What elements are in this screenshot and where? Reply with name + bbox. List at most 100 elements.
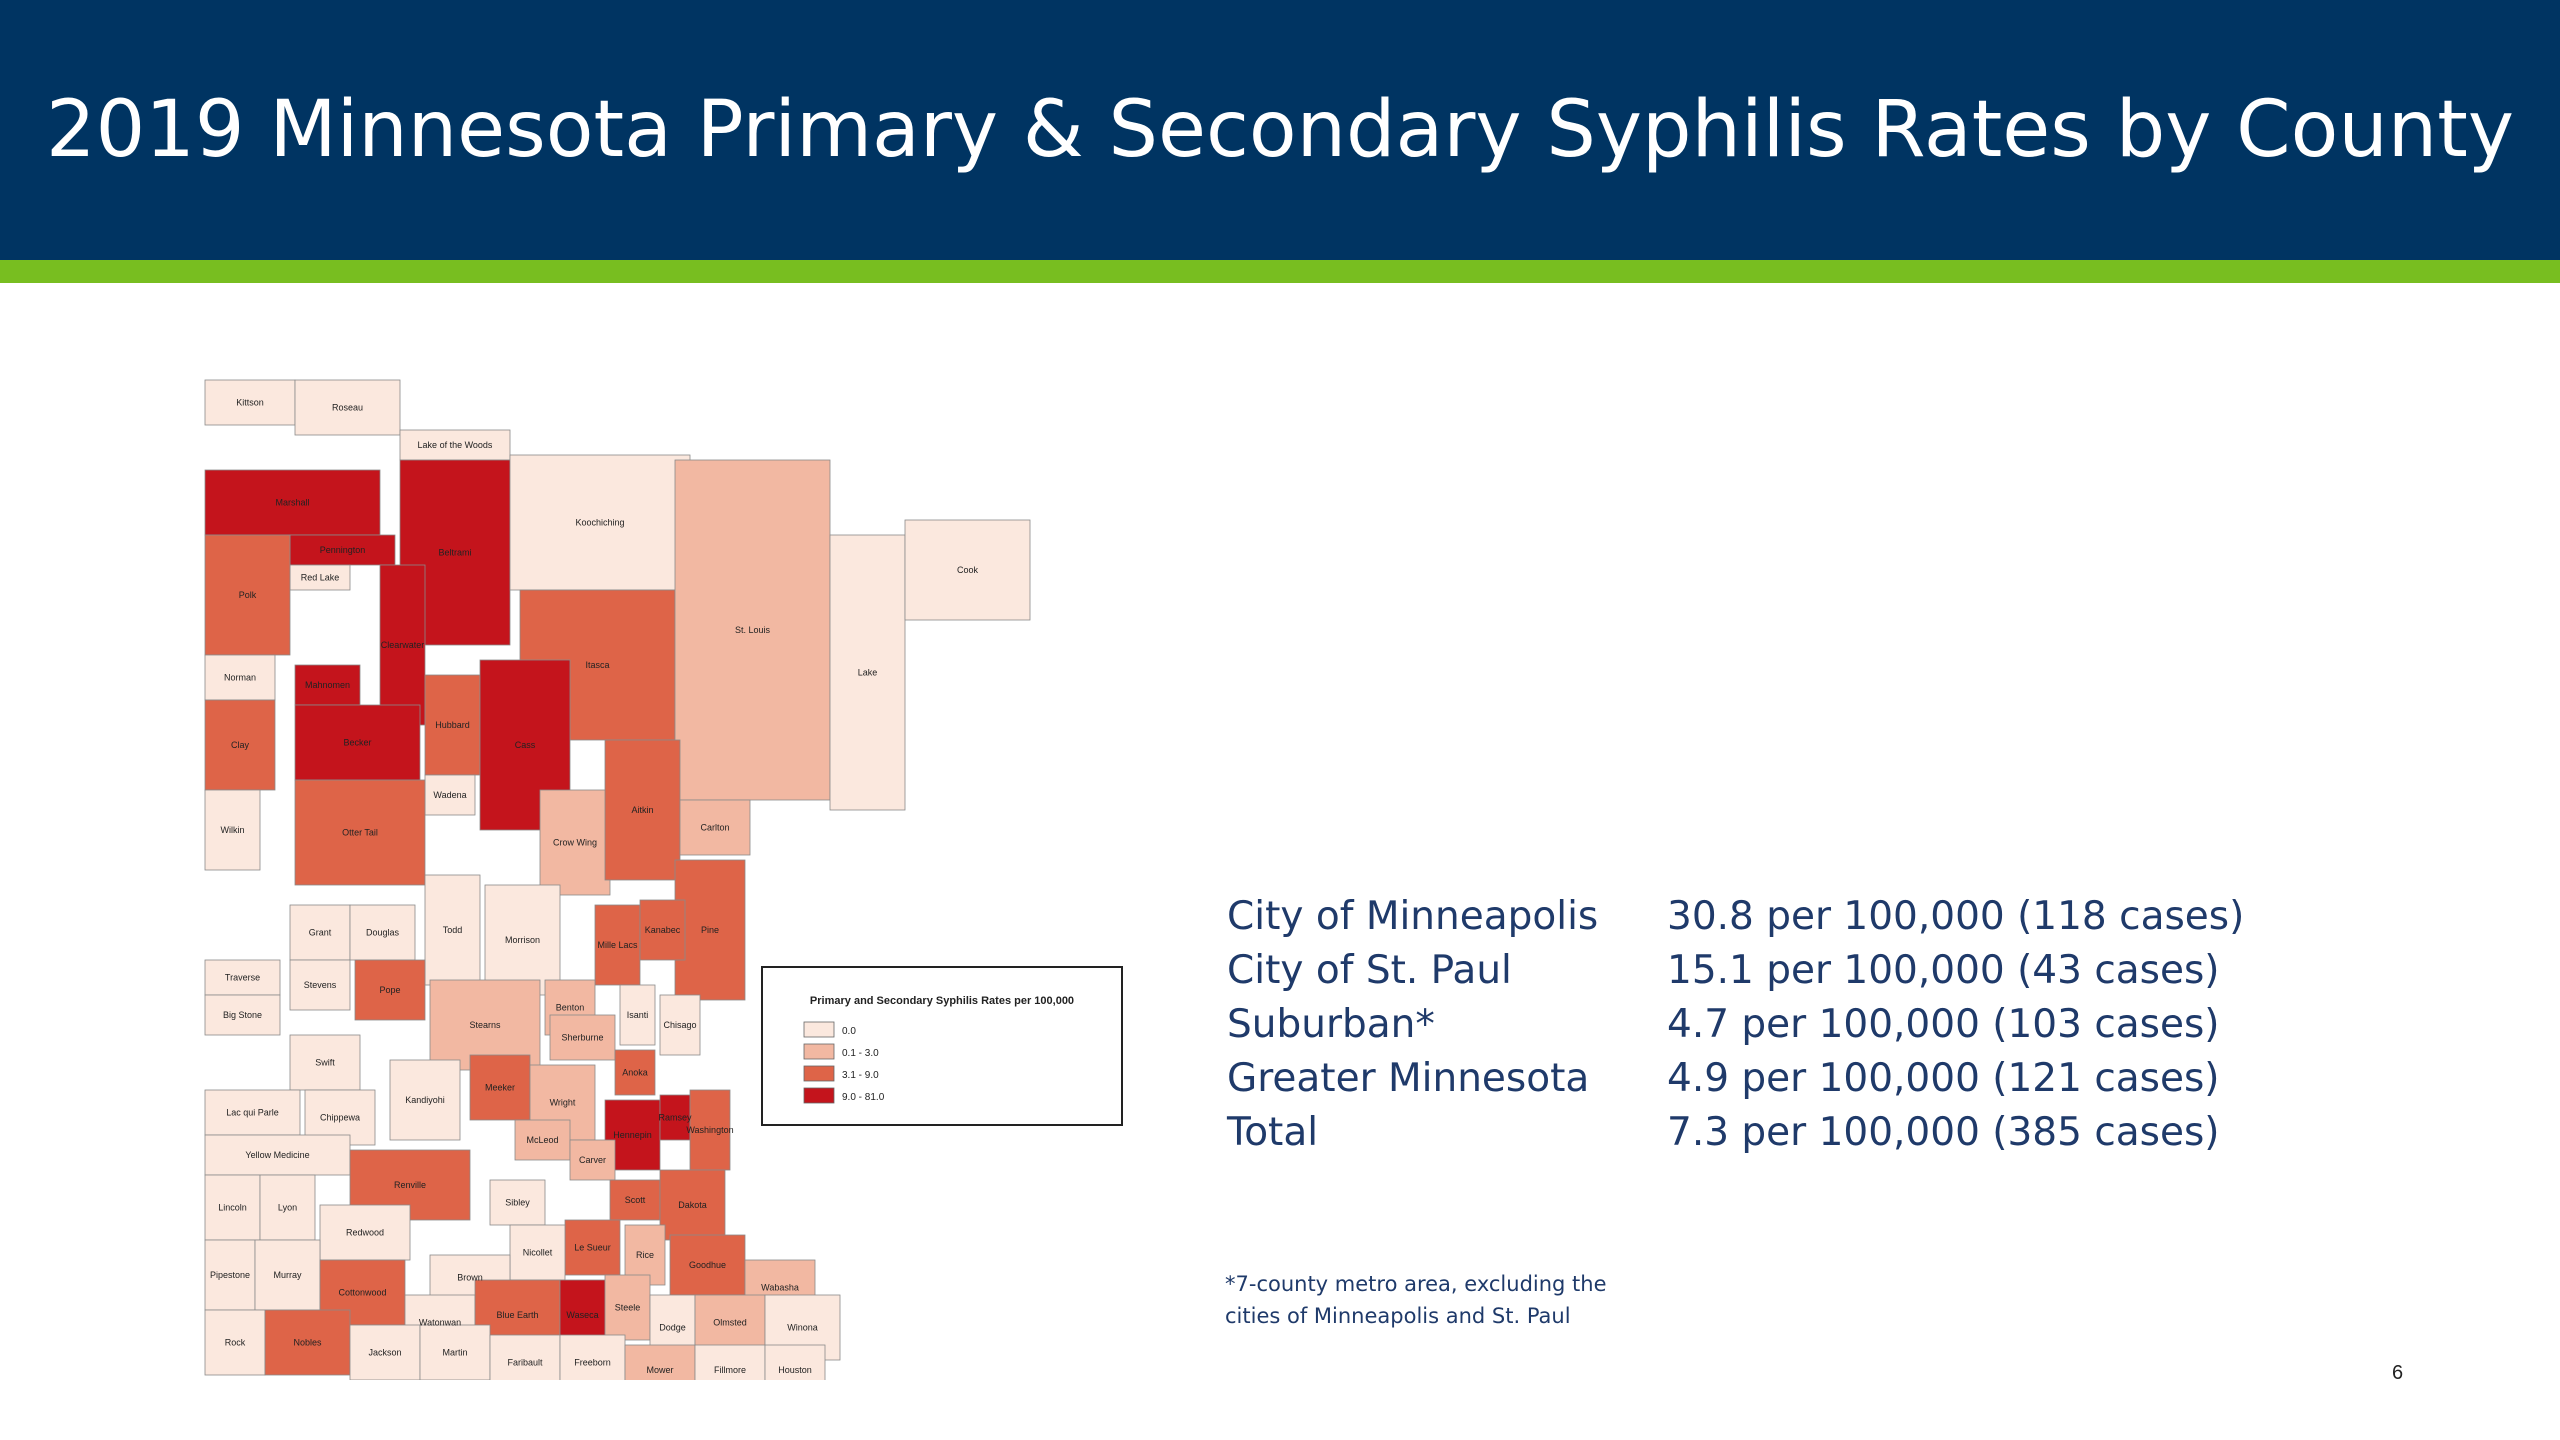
county-label-crow-wing: Crow Wing	[553, 838, 597, 848]
county-wilkin	[204, 789, 261, 871]
stats-region: Total	[1227, 1110, 1319, 1155]
county-label-yellow-medicine: Yellow Medicine	[245, 1150, 309, 1160]
county-yellow-medicine	[204, 1134, 351, 1176]
county-carlton	[679, 799, 751, 856]
county-label-waseca: Waseca	[566, 1310, 598, 1320]
slide-header: 2019 Minnesota Primary & Secondary Syphi…	[0, 0, 2560, 260]
stats-value: 7.3 per 100,000 (385 cases)	[1667, 1110, 2220, 1155]
county-label-ramsey: Ramsey	[658, 1113, 692, 1123]
county-label-stevens: Stevens	[304, 980, 337, 990]
county-label-cook: Cook	[957, 565, 979, 575]
county-mcleod	[514, 1119, 571, 1161]
county-scott	[609, 1179, 661, 1221]
county-label-olmsted: Olmsted	[713, 1318, 747, 1328]
county-label-marshall: Marshall	[275, 498, 309, 508]
county-label-nicollet: Nicollet	[523, 1248, 553, 1258]
county-label-big-stone: Big Stone	[223, 1010, 262, 1020]
county-label-sibley: Sibley	[505, 1198, 530, 1208]
county-olmsted	[694, 1294, 766, 1351]
county-nicollet	[509, 1224, 566, 1281]
legend-swatch	[803, 1087, 835, 1104]
county-label-stearns: Stearns	[469, 1020, 501, 1030]
county-chisago	[659, 994, 701, 1056]
county-label-mahnomen: Mahnomen	[305, 680, 350, 690]
county-roseau	[294, 379, 401, 436]
county-label-todd: Todd	[443, 925, 463, 935]
county-pine	[674, 859, 746, 1001]
counties-layer	[204, 379, 1031, 1380]
footnote-line-2: cities of Minneapolis and St. Paul	[1225, 1304, 1571, 1328]
county-freeborn	[559, 1334, 626, 1380]
county-label-nobles: Nobles	[293, 1338, 322, 1348]
county-label-wabasha: Wabasha	[761, 1283, 799, 1293]
county-label-mcleod: McLeod	[526, 1135, 558, 1145]
county-label-steele: Steele	[615, 1303, 641, 1313]
county-pope	[354, 959, 426, 1021]
county-label-brown: Brown	[457, 1273, 483, 1283]
county-ramsey	[659, 1094, 691, 1141]
county-koochiching	[509, 454, 691, 591]
county-label-clearwater: Clearwater	[381, 640, 425, 650]
legend-label: 3.1 - 9.0	[842, 1070, 879, 1081]
county-label-lyon: Lyon	[278, 1203, 297, 1213]
county-big-stone	[204, 994, 281, 1036]
county-washington	[689, 1089, 731, 1171]
county-label-koochiching: Koochiching	[575, 518, 624, 528]
county-label-grant: Grant	[309, 928, 332, 938]
county-label-pope: Pope	[379, 985, 400, 995]
county-label-blue-earth: Blue Earth	[496, 1310, 538, 1320]
county-label-hubbard: Hubbard	[435, 720, 470, 730]
county-label-houston: Houston	[778, 1365, 812, 1375]
county-label-mille-lacs: Mille Lacs	[597, 940, 638, 950]
legend-label: 0.1 - 3.0	[842, 1048, 879, 1059]
county-murray	[254, 1239, 321, 1311]
legend-label: 0.0	[842, 1026, 856, 1037]
county-label-scott: Scott	[625, 1195, 646, 1205]
county-labels-layer: Kittson Roseau Lake of the Woods Marshall Pe…	[210, 398, 979, 1376]
county-label-becker: Becker	[343, 738, 371, 748]
county-hubbard	[424, 674, 481, 776]
county-swift	[289, 1034, 361, 1091]
county-label-douglas: Douglas	[366, 928, 400, 938]
county-label-jackson: Jackson	[368, 1348, 401, 1358]
legend-swatch	[803, 1065, 835, 1082]
county-stevens	[289, 959, 351, 1011]
county-wadena	[424, 774, 476, 816]
legend-label: 9.0 - 81.0	[842, 1092, 885, 1103]
county-sherburne	[549, 1014, 616, 1061]
county-label-redwood: Redwood	[346, 1228, 384, 1238]
county-meeker	[469, 1054, 531, 1121]
county-label-hennepin: Hennepin	[613, 1130, 652, 1140]
county-label-watonwan: Watonwan	[419, 1318, 461, 1328]
county-label-sherburne: Sherburne	[561, 1033, 603, 1043]
stats-region: City of St. Paul	[1227, 948, 1512, 993]
county-label-fillmore: Fillmore	[714, 1365, 746, 1375]
county-label-benton: Benton	[556, 1003, 585, 1013]
county-label-renville: Renville	[394, 1180, 426, 1190]
county-label-cass: Cass	[515, 740, 536, 750]
county-label-isanti: Isanti	[627, 1010, 649, 1020]
stats-value: 15.1 per 100,000 (43 cases)	[1667, 948, 2220, 993]
county-houston	[764, 1344, 826, 1380]
county-kittson	[204, 379, 296, 426]
county-label-dakota: Dakota	[678, 1200, 707, 1210]
county-label-kanabec: Kanabec	[645, 925, 681, 935]
county-rock	[204, 1309, 266, 1376]
county-st-louis	[674, 459, 831, 801]
legend-items: 0.0 0.1 - 3.0 3.1 - 9.0 9.0 - 81.0	[803, 1021, 885, 1104]
county-label-martin: Martin	[442, 1348, 467, 1358]
county-label-lake-of-the-woods: Lake of the Woods	[418, 440, 493, 450]
county-label-polk: Polk	[239, 590, 257, 600]
county-label-pennington: Pennington	[320, 545, 366, 555]
county-label-aitkin: Aitkin	[631, 805, 653, 815]
county-label-pipestone: Pipestone	[210, 1270, 250, 1280]
county-carver	[569, 1139, 616, 1181]
county-label-traverse: Traverse	[225, 973, 260, 983]
county-label-wilkin: Wilkin	[221, 825, 245, 835]
county-label-carver: Carver	[579, 1155, 606, 1165]
county-label-washington: Washington	[686, 1125, 733, 1135]
county-kanabec	[639, 899, 686, 961]
county-label-rice: Rice	[636, 1250, 654, 1260]
county-label-cottonwood: Cottonwood	[338, 1288, 386, 1298]
county-label-kittson: Kittson	[236, 398, 264, 408]
